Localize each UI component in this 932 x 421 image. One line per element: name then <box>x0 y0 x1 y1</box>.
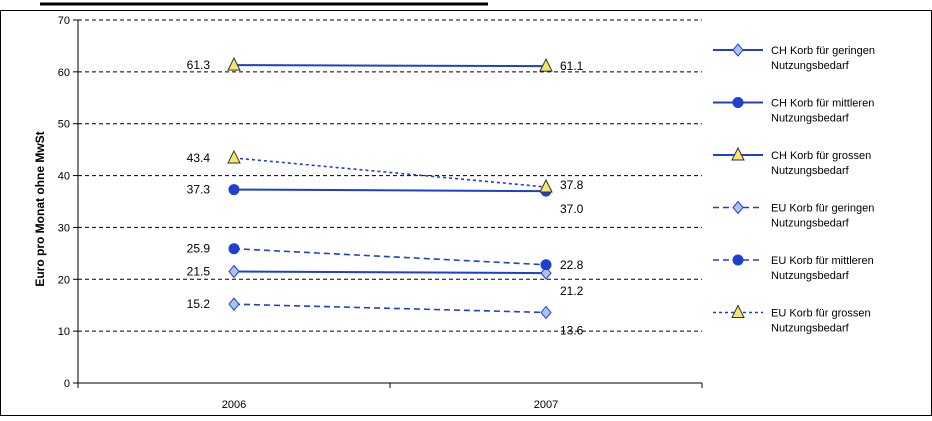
y-tick-label: 50 <box>58 119 70 131</box>
y-axis-label: Euro pro Monat ohne MwSt <box>33 131 47 286</box>
series-line <box>233 270 547 275</box>
legend-label: CH Korb für grossen <box>771 150 871 162</box>
data-labels: 21.5 21.2 37.3 37.0 61.3 61.1 15.2 13.6 25.9 22.8… <box>187 58 584 337</box>
data-label: 25.9 <box>187 242 211 256</box>
data-label: 37.3 <box>187 183 211 197</box>
data-label: 13.6 <box>560 323 584 337</box>
legend-marker <box>731 304 745 318</box>
data-label: 37.8 <box>560 178 584 192</box>
data-label: 61.1 <box>560 59 584 73</box>
series-line <box>233 157 547 188</box>
data-point <box>540 305 552 320</box>
chart-border <box>0 10 932 416</box>
data-label: 21.5 <box>187 265 211 279</box>
series-lines <box>233 64 547 314</box>
x-tick-label: 2007 <box>534 399 558 411</box>
legend-item: EU Korb für grossen Nutzungsbedarf <box>713 304 871 335</box>
axes <box>73 19 703 388</box>
legend-item: EU Korb für geringen Nutzungsbedarf <box>713 200 874 230</box>
y-tick-label: 40 <box>58 171 70 183</box>
legend-marker <box>732 43 744 57</box>
data-label: 61.3 <box>187 58 211 72</box>
data-label: 22.8 <box>560 258 584 272</box>
series-line <box>233 247 547 266</box>
legend-item: CH Korb für grossen Nutzungsbedarf <box>713 146 871 177</box>
data-markers <box>227 56 553 320</box>
legend-label: Nutzungsbedarf <box>771 270 850 282</box>
legend-label: CH Korb für geringen <box>771 45 875 57</box>
legend-label: Nutzungsbedarf <box>771 60 850 72</box>
legend-item: CH Korb für geringen Nutzungsbedarf <box>713 43 875 72</box>
data-point <box>539 178 553 193</box>
data-point <box>540 259 552 271</box>
legend-label: Nutzungsbedarf <box>771 165 850 177</box>
legend-label: EU Korb für geringen <box>771 203 874 215</box>
legend-item: CH Korb für mittleren Nutzungsbedarf <box>713 97 874 125</box>
data-point <box>228 297 240 311</box>
series-line <box>233 188 547 193</box>
legend-marker <box>732 254 744 266</box>
legend-label: CH Korb für mittleren <box>771 98 874 110</box>
legend-label: Nutzungsbedarf <box>771 113 850 125</box>
data-label: 21.2 <box>560 284 584 298</box>
legend-label: Nutzungsbedarf <box>771 218 850 230</box>
series-line <box>233 64 547 68</box>
data-point <box>228 184 240 196</box>
data-label: 37.0 <box>560 202 584 216</box>
legend-marker <box>732 97 744 108</box>
data-label: 43.4 <box>187 151 211 165</box>
data-point <box>227 149 241 164</box>
legend-marker <box>731 146 745 161</box>
data-point <box>228 243 240 255</box>
data-point <box>540 266 552 280</box>
data-point <box>227 56 241 71</box>
y-tick-labels: 0 10 20 30 40 50 60 70 <box>58 15 70 390</box>
y-tick-label: 20 <box>58 274 70 286</box>
legend-label: Nutzungsbedarf <box>771 323 850 335</box>
data-point <box>228 264 240 279</box>
y-tick-label: 10 <box>58 326 70 338</box>
legend-label: EU Korb für grossen <box>771 308 871 320</box>
series-line <box>233 303 547 314</box>
legend-label: EU Korb für mittleren <box>771 255 874 267</box>
data-point <box>539 58 553 72</box>
gridlines <box>78 19 702 332</box>
legend-marker <box>732 200 744 215</box>
x-tick-labels: 2006 2007 <box>222 399 558 411</box>
data-label: 15.2 <box>187 297 211 311</box>
y-tick-label: 30 <box>58 222 70 234</box>
legend-item: EU Korb für mittleren Nutzungsbedarf <box>713 254 874 282</box>
y-tick-label: 70 <box>58 15 70 27</box>
x-tick-label: 2006 <box>222 399 246 411</box>
y-tick-label: 60 <box>58 67 70 79</box>
y-tick-label: 0 <box>64 378 70 390</box>
